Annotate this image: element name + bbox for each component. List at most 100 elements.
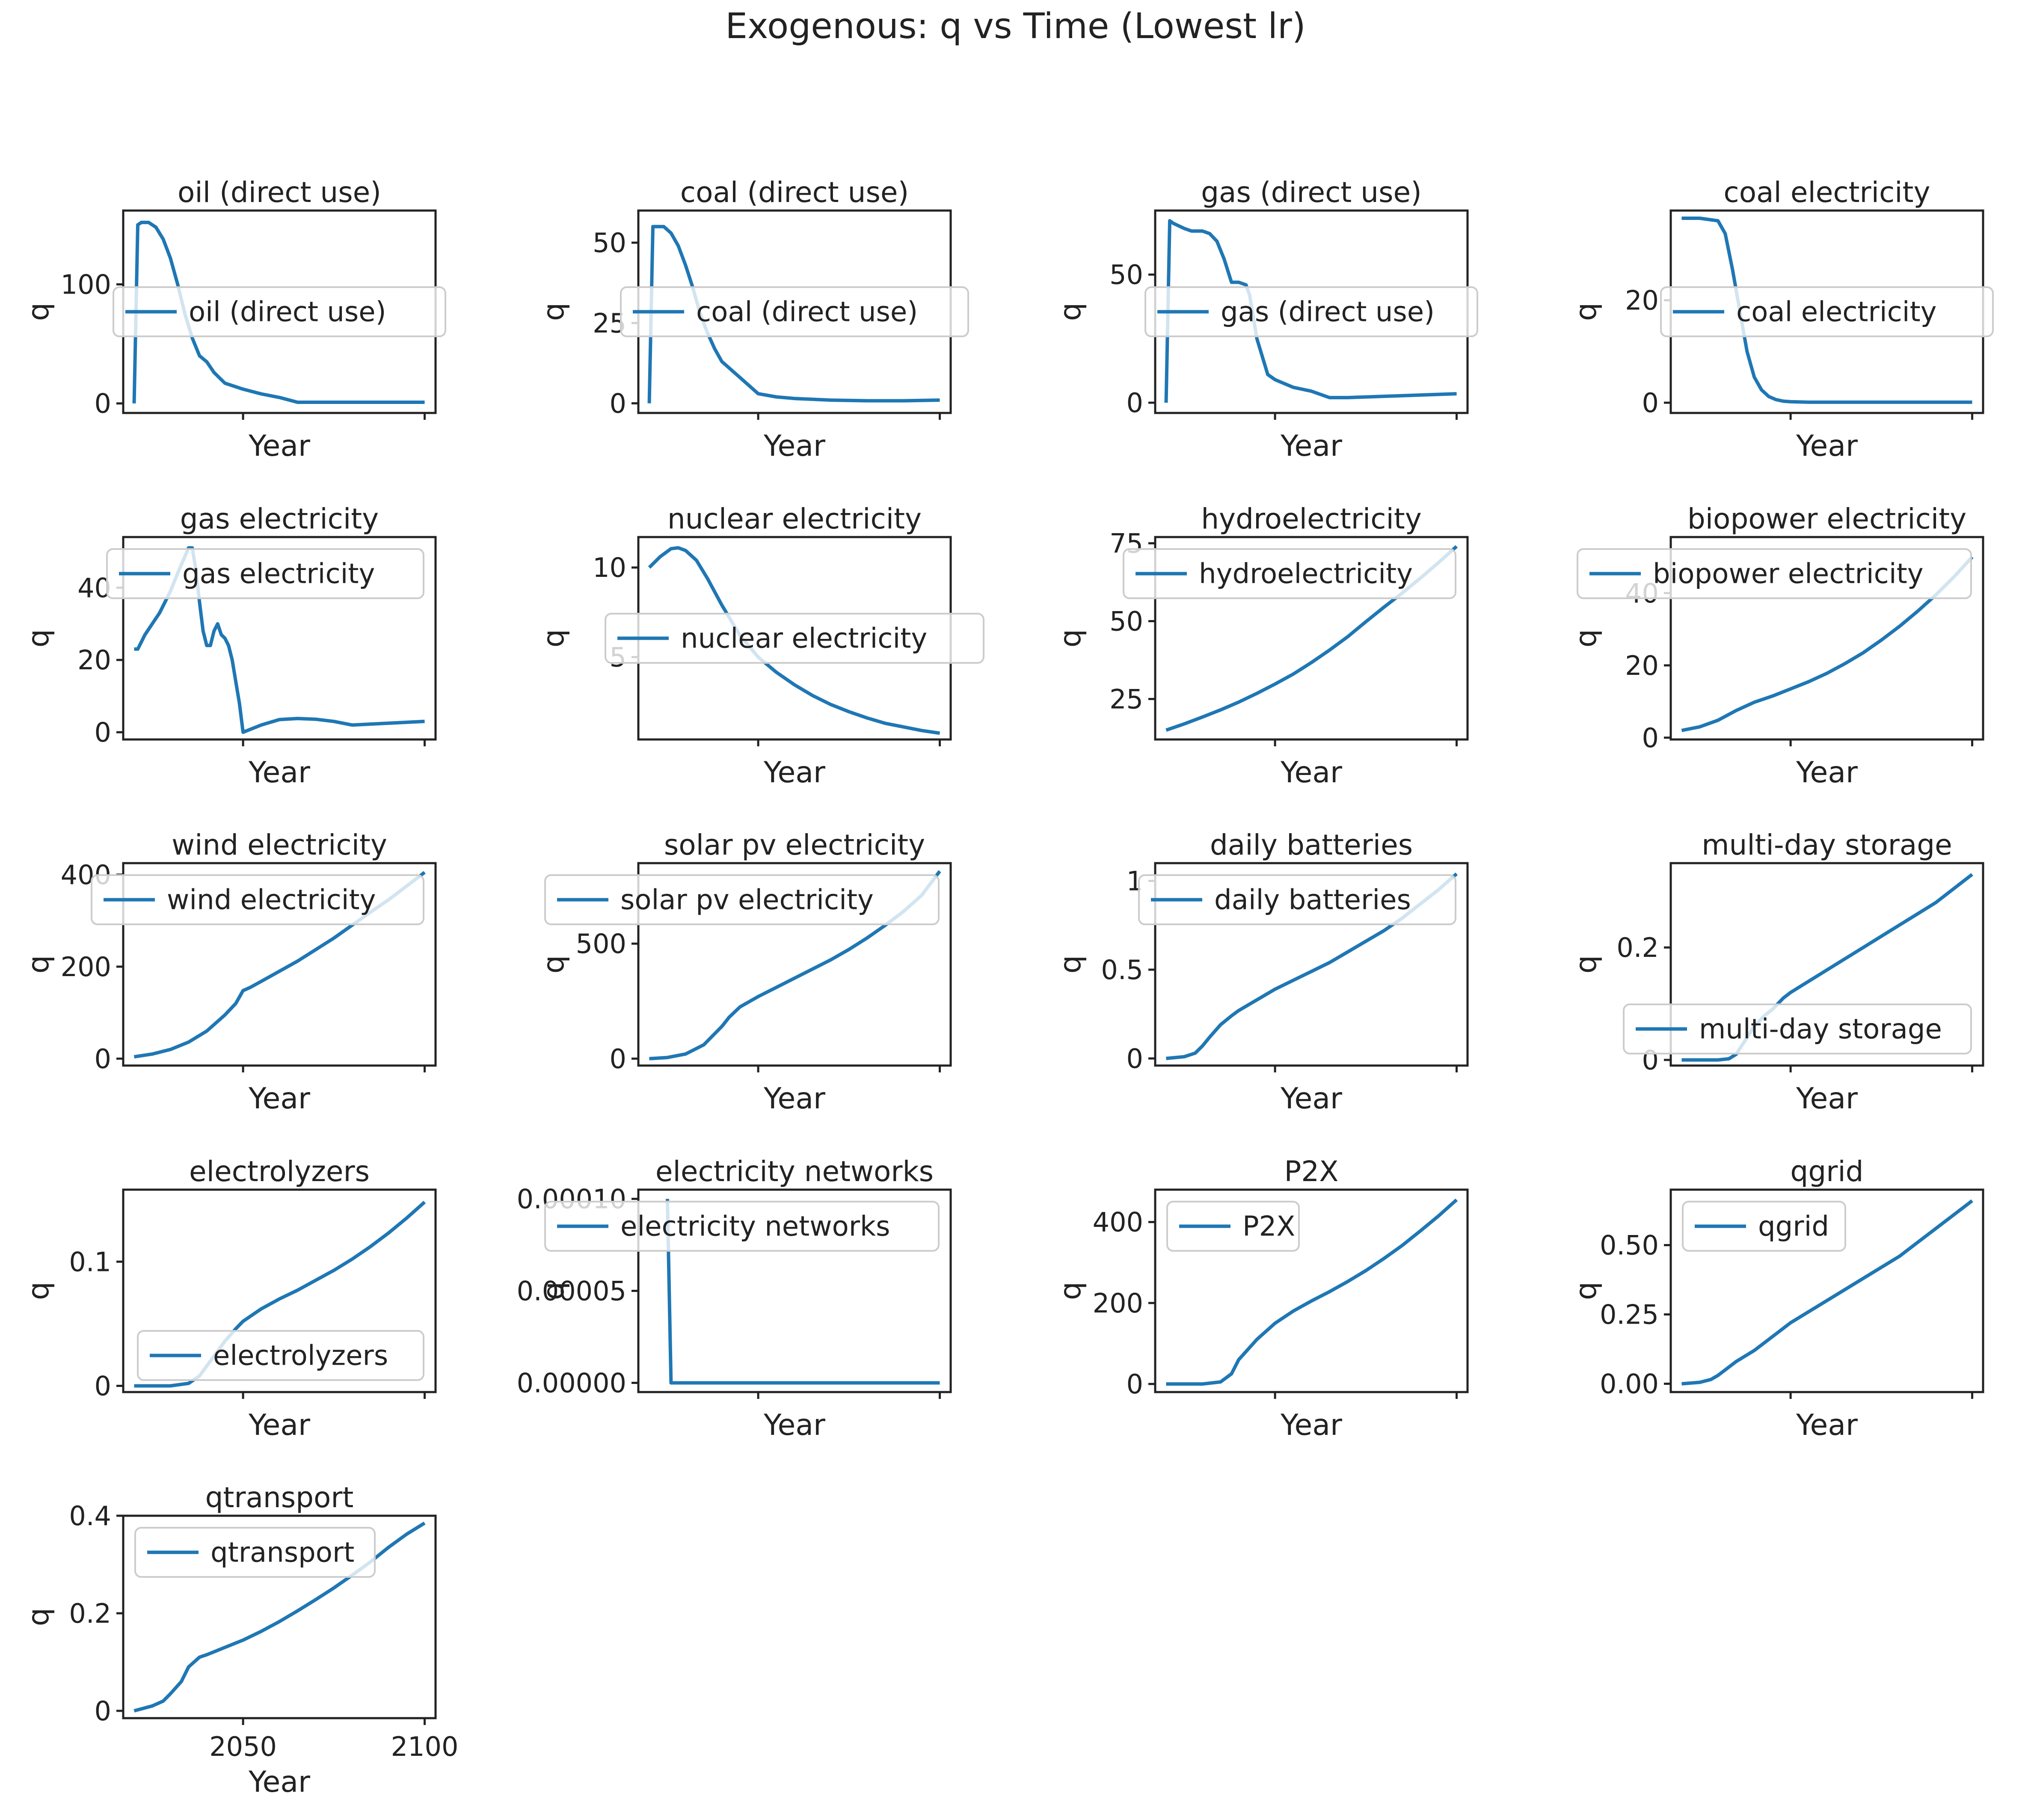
legend-box [1682, 1201, 1846, 1252]
legend-label: biopower electricity [1653, 558, 1924, 590]
x-axis-label: Year [1796, 429, 1858, 463]
legend-box [1123, 548, 1456, 599]
x-axis-label: Year [1796, 1408, 1858, 1442]
legend-box [1623, 1004, 1972, 1054]
x-axis-label: Year [248, 1082, 310, 1116]
subplot-title: coal (direct use) [680, 176, 909, 209]
y-tick-label: 0.00 [1600, 1369, 1659, 1400]
legend: gas (direct use) [1144, 286, 1478, 337]
y-axis-label: q [1054, 955, 1088, 974]
subplot-oil-direct-use: oil (direct use) 0 100 Year q oil (direct use… [22, 176, 446, 463]
legend-label: electrolyzers [213, 1340, 388, 1372]
series-line [665, 1199, 940, 1385]
y-tick-label: 0 [1127, 1043, 1143, 1074]
legend: daily batteries [1138, 874, 1456, 925]
y-tick-label: 0 [95, 1695, 111, 1727]
figure-title: Exogenous: q vs Time (Lowest lr) [725, 6, 1306, 47]
series-line [1681, 1199, 1973, 1386]
x-axis-label: Year [248, 429, 310, 463]
legend-label: hydroelectricity [1199, 558, 1413, 590]
subplot-title: coal electricity [1723, 176, 1930, 209]
series-line [647, 225, 940, 404]
y-axis-label: q [1054, 303, 1088, 321]
y-axis-label: q [1054, 1282, 1088, 1300]
y-tick-label: 0.4 [69, 1500, 111, 1532]
y-axis-label: q [1569, 629, 1603, 647]
y-tick-label: 500 [576, 928, 626, 959]
legend: P2X [1166, 1201, 1300, 1252]
legend-box [620, 286, 969, 337]
legend: hydroelectricity [1123, 548, 1456, 599]
series-line [1164, 219, 1457, 403]
legend-box [1138, 874, 1456, 925]
x-axis-label: Year [1280, 429, 1342, 463]
y-axis-label: q [1569, 955, 1603, 974]
x-axis-label: Year [1280, 1082, 1342, 1116]
legend: multi-day storage [1623, 1004, 1972, 1054]
y-tick-label: 20 [1625, 650, 1659, 681]
y-tick-label: 0 [95, 1043, 111, 1075]
subplot-biopower-electricity: biopower electricity02040Yearqbiopower e… [1569, 502, 1984, 790]
x-axis-label: Year [1796, 1082, 1858, 1116]
y-tick-label: 0 [610, 1043, 626, 1075]
series-line [1681, 555, 1974, 732]
legend-box [106, 548, 424, 599]
subplot-title: wind electricity [172, 828, 387, 861]
y-axis-label: q [22, 1282, 56, 1300]
x-axis-label: Year [248, 1408, 310, 1442]
legend: gas electricity [106, 548, 424, 599]
axes-frame [1154, 1188, 1469, 1393]
y-tick-label: 0.00005 [517, 1276, 626, 1307]
axes-frame [122, 1514, 437, 1719]
legend: oil (direct use) [113, 286, 446, 337]
legend-box [605, 613, 984, 664]
subplot-qgrid: qgrid 0.00 0.25 0.50 Year q qgrid [1569, 1155, 1984, 1442]
legend-label: multi-day storage [1699, 1014, 1942, 1045]
subplot-solar-pv-electricity: solar pv electricity 0 500 Year q solar pv el… [537, 828, 952, 1116]
y-axis-label: q [1569, 1282, 1603, 1300]
legend: electricity networks [544, 1201, 940, 1252]
legend-box [1144, 286, 1478, 337]
y-tick-label: 200 [61, 951, 111, 983]
legend: solar pv electricity [544, 874, 940, 925]
legend-label: coal (direct use) [696, 297, 918, 328]
subplot-title: qgrid [1790, 1155, 1863, 1188]
y-tick-label: 0.2 [1616, 932, 1659, 963]
legend: wind electricity [91, 874, 424, 925]
x-axis-label: Year [1280, 756, 1342, 790]
subplot-title: gas electricity [180, 502, 379, 535]
x-tick-label: 2100 [391, 1731, 459, 1762]
subplot-title: hydroelectricity [1201, 502, 1422, 535]
legend: qtransport [134, 1527, 376, 1578]
y-tick-label: 0.00000 [517, 1368, 626, 1399]
y-axis-label: q [22, 955, 56, 974]
legend-label: oil (direct use) [189, 297, 386, 328]
y-tick-label: 25 [1109, 683, 1143, 715]
subplot-p2x: P2X 0 200 400 Year q P2X [1054, 1155, 1469, 1442]
legend-box [137, 1330, 424, 1381]
subplot-title: biopower electricity [1687, 502, 1966, 535]
legend: coal (direct use) [620, 286, 969, 337]
y-axis-label: q [22, 1608, 56, 1626]
y-axis-label: q [22, 629, 56, 647]
subplot-gas-direct-use: gas (direct use) 0 50 Year q gas (direct use) [1054, 176, 1478, 463]
y-tick-label: 0 [95, 388, 111, 419]
subplot-title: electrolyzers [189, 1155, 370, 1188]
legend: qgrid [1682, 1201, 1846, 1252]
legend-label: qgrid [1758, 1211, 1829, 1243]
subplot-title: daily batteries [1210, 828, 1413, 861]
series-line [134, 1201, 426, 1388]
y-axis-label: q [1569, 303, 1603, 321]
subplot-hydroelectricity: hydroelectricity255075Yearqhydroelectric… [1054, 502, 1469, 790]
axes-frame [122, 862, 437, 1067]
legend: biopower electricity [1577, 548, 1972, 599]
y-tick-label: 40 [77, 572, 111, 603]
x-axis-label: Year [1280, 1408, 1342, 1442]
y-tick-label: 0 [95, 1370, 111, 1401]
legend-box [113, 286, 446, 337]
y-axis-label: q [1054, 629, 1088, 647]
